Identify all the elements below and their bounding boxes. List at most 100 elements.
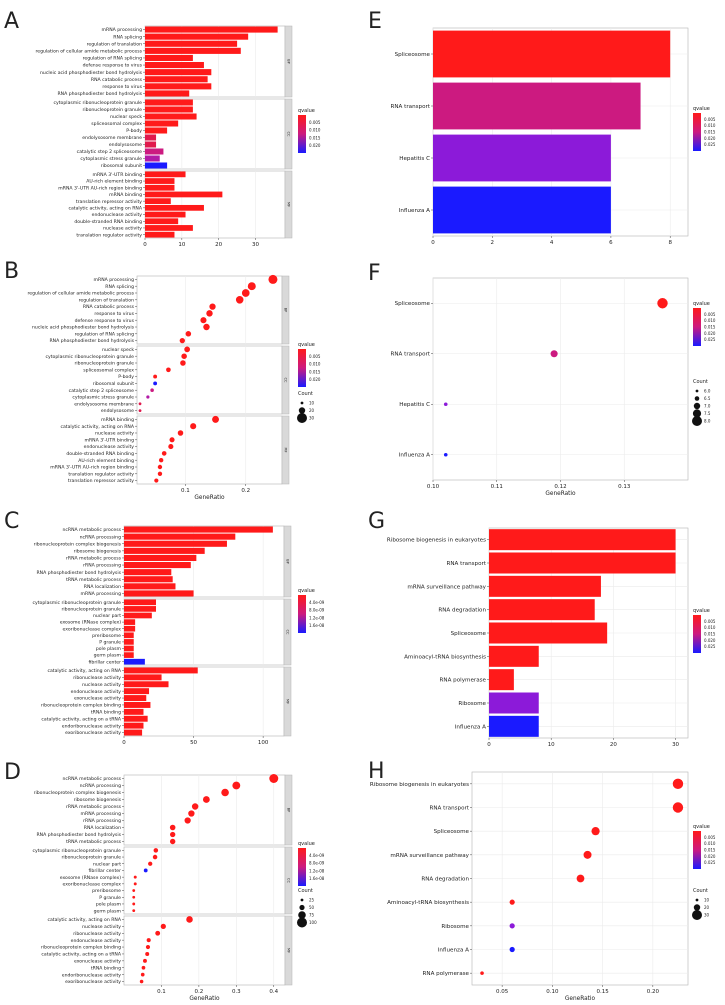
x-tick-label: 10	[178, 242, 185, 248]
legend-size-label: 6.5	[704, 396, 711, 401]
plot-area	[123, 915, 286, 986]
bar	[145, 191, 223, 198]
facet-strip-label: CC	[284, 378, 288, 383]
legend-size-label: 7.5	[704, 411, 711, 416]
bar	[124, 722, 144, 729]
bar	[489, 669, 514, 691]
category-label: endolysosome	[109, 142, 142, 148]
category-label: RNA splicing	[105, 284, 134, 290]
bar	[489, 715, 539, 737]
plot-area	[136, 275, 283, 345]
category-label: Influenza A	[438, 947, 469, 953]
x-tick-label: 8	[668, 240, 672, 246]
legend-B: qvalue 0.005 0.010 0.015 0.020 Count 10 20 30	[297, 342, 321, 423]
x-tick-label: 0	[431, 240, 435, 246]
category-label: Aminoacyl-tRNA biosynthesis	[404, 654, 486, 660]
data-point	[181, 353, 187, 359]
facet-strip	[281, 275, 290, 345]
bar	[145, 106, 193, 113]
data-point	[132, 902, 136, 906]
legend-size-label: 25	[309, 898, 315, 903]
legend-size-dot	[695, 389, 699, 393]
facet-strip	[283, 598, 292, 666]
category-label: RNA splicing	[113, 34, 142, 40]
bar	[124, 561, 191, 569]
category-label: RNA transport	[390, 104, 430, 110]
category-label: regulation of translation	[79, 297, 134, 303]
legend-size-dot	[300, 898, 304, 902]
category-label: catalytic step 2 spliceosome	[69, 388, 134, 394]
bar	[433, 82, 641, 130]
category-label: mRNA processing	[81, 591, 122, 597]
category-label: endonuclease activity	[71, 938, 122, 944]
category-label: regulation of RNA splicing	[83, 56, 142, 62]
bar	[145, 162, 168, 169]
category-label: fibrillar center	[89, 659, 122, 665]
legend-tick-label: 0.005	[704, 835, 716, 840]
x-tick-label: 0	[487, 742, 491, 748]
panel-label-H: H	[368, 759, 385, 784]
legend-count-title: Count	[298, 391, 313, 397]
data-point	[158, 458, 164, 463]
legend-tick-label: 1.6e-08	[309, 876, 325, 881]
data-point	[190, 423, 197, 430]
category-label: Influenza A	[455, 724, 486, 730]
category-label: nucleic acid phosphodiester bond hydroly…	[32, 325, 135, 331]
bar	[145, 47, 241, 54]
data-point	[591, 827, 600, 836]
facet-strip-label: MF	[284, 447, 288, 452]
data-point	[169, 437, 175, 443]
facet-strip-label: BP	[287, 59, 291, 64]
category-label: catalytic step 2 spliceosome	[77, 149, 142, 155]
category-label: ribonucleoprotein granule	[75, 361, 135, 367]
legend-colorbar	[298, 115, 306, 153]
category-label: catalytic activity, acting on a tRNA	[41, 952, 121, 958]
category-label: catalytic activity, acting on RNA	[68, 205, 142, 211]
category-label: ribosome biogenesis	[74, 548, 122, 554]
category-label: ncRNA processing	[80, 534, 122, 540]
category-label: nuclease activity	[82, 682, 121, 688]
category-label: exosome (RNase complex)	[60, 875, 121, 881]
bar	[124, 632, 134, 639]
category-label: endolysosome	[101, 408, 134, 414]
legend-tick-label: 0.005	[309, 120, 321, 125]
legend-C: qvalue 4.0e-09 8.0e-09 1.2e-08 1.6e-08	[298, 588, 325, 633]
facet-strip-label: CC	[286, 630, 290, 635]
category-label: mRNA binding	[101, 417, 134, 423]
category-label: response to virus	[102, 84, 142, 90]
bar	[124, 606, 156, 612]
x-tick-label: 6	[609, 240, 613, 246]
category-label: defense response to virus	[75, 318, 135, 324]
facet-strip-label: BP	[287, 808, 291, 813]
data-point	[141, 965, 146, 970]
bar	[145, 231, 175, 238]
category-label: tRNA metabolic process	[66, 577, 121, 583]
data-point	[168, 444, 174, 450]
data-point	[221, 788, 229, 797]
legend-tick-label: 0.025	[704, 142, 716, 147]
category-label: P granule	[99, 895, 121, 901]
category-label: cytoplasmic ribonucleoprotein granule	[54, 100, 143, 106]
data-point	[133, 875, 137, 879]
legend-size-dot	[298, 407, 306, 414]
category-label: defense response to virus	[83, 63, 143, 69]
bar	[489, 529, 676, 551]
bar	[489, 692, 539, 714]
panel-label-B: B	[4, 259, 19, 284]
category-label: ribonucleoprotein granule	[83, 107, 143, 113]
x-axis-title: GeneRatio	[189, 996, 220, 1002]
x-tick-label: 0.10	[546, 989, 559, 995]
legend-tick-label: 0.005	[704, 312, 716, 317]
category-label: double-stranded RNA binding	[66, 451, 134, 457]
bar	[145, 83, 212, 90]
bar	[124, 652, 134, 658]
data-point	[443, 402, 448, 407]
category-label: Ribosome biogenesis in eukaryotes	[370, 782, 469, 788]
panel-label-F: F	[368, 261, 381, 286]
category-label: RNA localization	[84, 584, 121, 590]
x-tick-label: 4	[550, 240, 554, 246]
category-label: nuclease activity	[95, 431, 134, 437]
category-label: ribonucleoprotein granule	[62, 855, 122, 861]
